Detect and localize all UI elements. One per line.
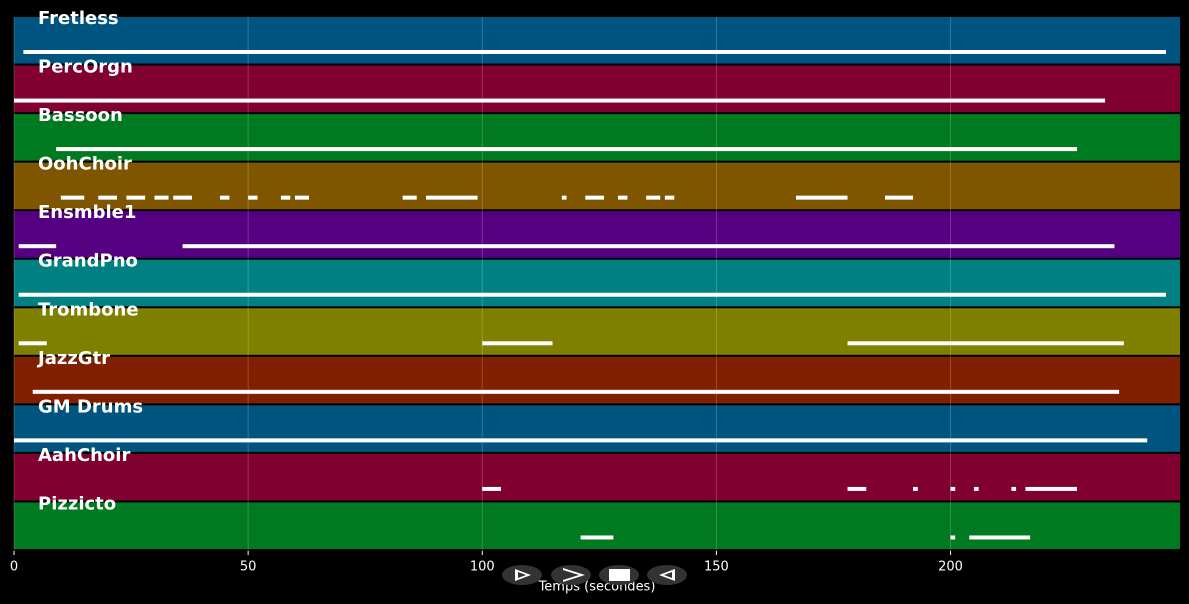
track-lane [14, 308, 1180, 355]
track-lane [14, 17, 1180, 64]
track-name: OohChoir [38, 154, 132, 175]
note [482, 486, 502, 491]
track-lane [14, 356, 1180, 404]
note [618, 195, 628, 200]
track-name: GM Drums [38, 396, 143, 417]
button-icon [659, 569, 675, 581]
note [402, 195, 417, 200]
note [664, 195, 675, 200]
track-name: JazzGtr [36, 348, 110, 369]
track-lane [14, 453, 1180, 501]
note [182, 244, 1115, 249]
track-name: PercOrgn [38, 57, 133, 78]
note [561, 195, 567, 200]
playback-button[interactable] [647, 565, 687, 585]
track-name: AahChoir [38, 445, 130, 466]
note [847, 486, 867, 491]
button-bg [502, 565, 542, 585]
x-tick-label: 50 [240, 560, 257, 575]
note [884, 195, 914, 200]
track-name: Fretless [38, 8, 119, 29]
track-lane [14, 502, 1180, 549]
button-bg [551, 565, 591, 585]
playback-button[interactable] [599, 565, 639, 585]
note [950, 486, 956, 491]
track-name: Bassoon [38, 105, 123, 126]
note [1025, 486, 1077, 491]
button-bg [647, 565, 687, 585]
note [173, 195, 192, 200]
note [847, 341, 1124, 346]
note [14, 438, 1148, 443]
track-name: Trombone [38, 299, 139, 320]
note [60, 195, 85, 200]
note [23, 50, 1166, 55]
note [646, 195, 661, 200]
note [973, 486, 979, 491]
x-tick-label: 100 [470, 560, 495, 575]
button-icon [515, 569, 531, 581]
track-name: Ensmble1 [38, 202, 136, 223]
track-lane [14, 259, 1180, 307]
note [56, 147, 1077, 152]
playback-button[interactable] [551, 565, 591, 585]
x-axis-label: Temps (secondes) [538, 580, 656, 595]
note [18, 341, 47, 346]
note [294, 195, 310, 200]
note [913, 486, 918, 491]
button-icon [609, 569, 630, 581]
note [580, 535, 614, 540]
note [18, 244, 57, 249]
note [969, 535, 1031, 540]
note [154, 195, 169, 200]
track-lane [14, 114, 1180, 161]
note [248, 195, 258, 200]
note [796, 195, 848, 200]
note [126, 195, 146, 200]
track-lane [14, 162, 1180, 210]
x-tick-label: 0 [10, 560, 18, 575]
note [426, 195, 478, 200]
note [950, 535, 956, 540]
note [18, 292, 1166, 297]
note [220, 195, 230, 200]
note [32, 389, 1120, 394]
x-tick-label: 200 [938, 560, 963, 575]
track-lane [14, 65, 1180, 113]
note [482, 341, 553, 346]
track-lane [14, 405, 1180, 452]
track-lane [14, 211, 1180, 258]
x-tick-label: 150 [704, 560, 729, 575]
playback-button[interactable] [502, 565, 542, 585]
note [585, 195, 605, 200]
track-name: GrandPno [38, 251, 138, 272]
note [98, 195, 118, 200]
note [14, 98, 1106, 103]
button-icon [563, 568, 585, 582]
note [1011, 486, 1017, 491]
track-name: Pizzicto [38, 493, 116, 514]
note [280, 195, 291, 200]
